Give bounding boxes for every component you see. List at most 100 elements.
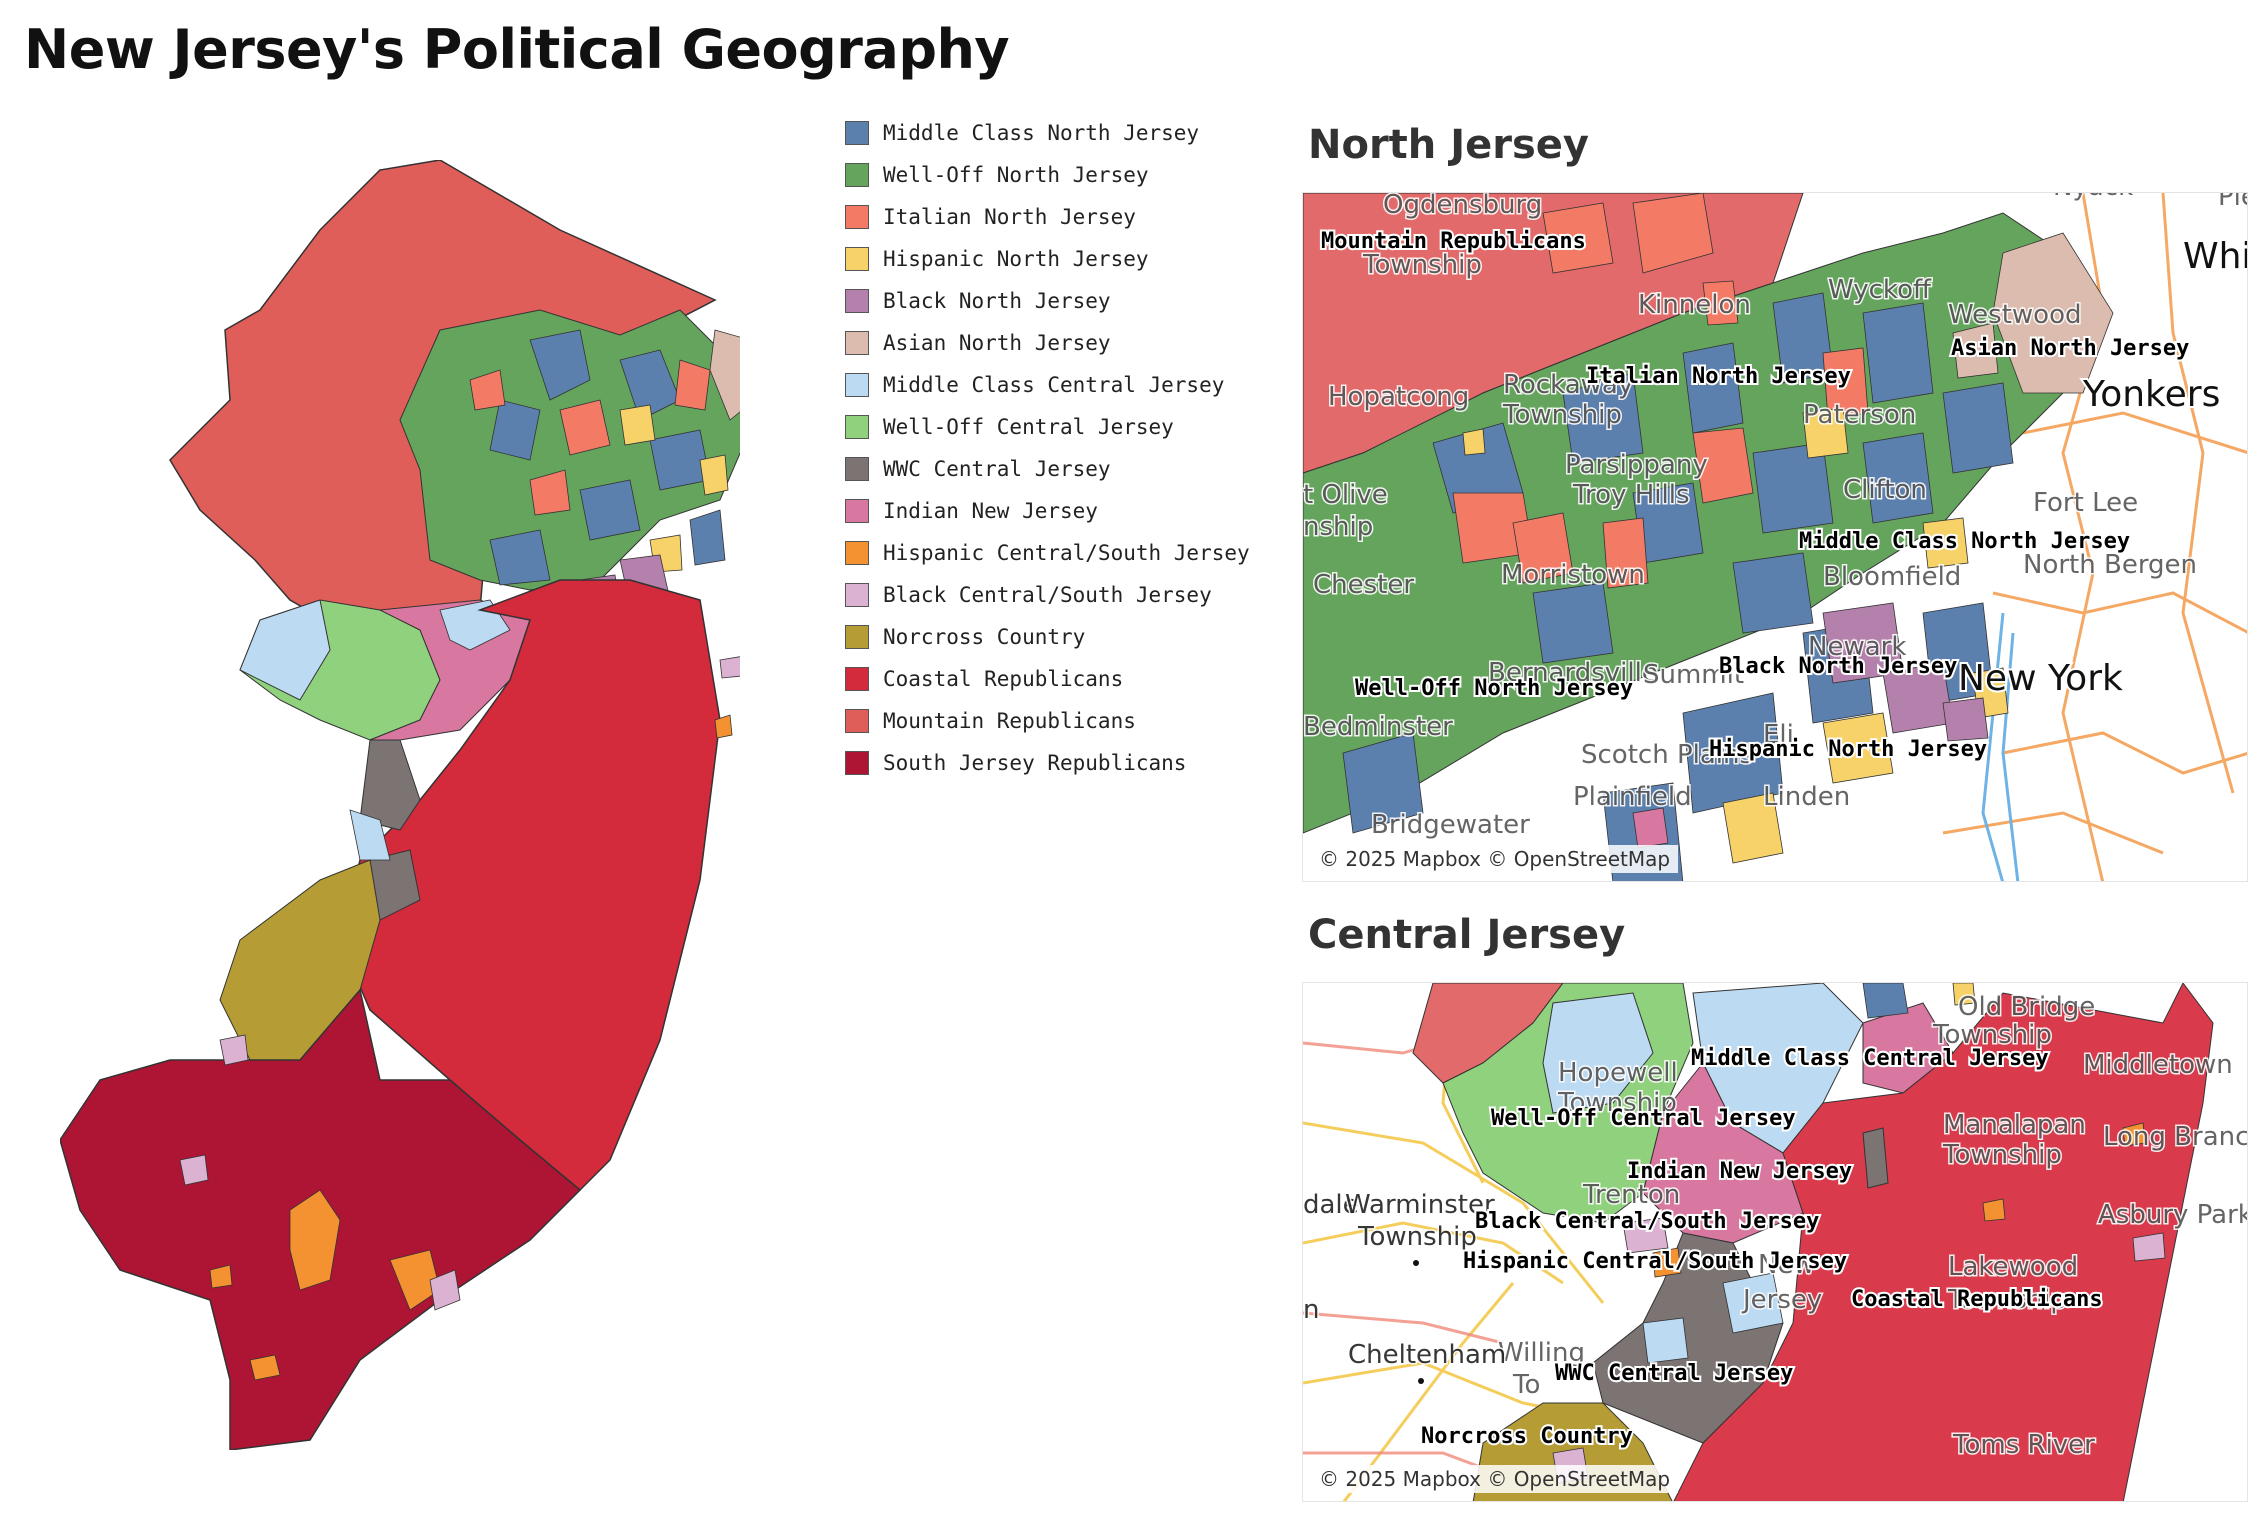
place-north-bergen: North Bergen bbox=[2023, 550, 2197, 580]
place-olive: t Olive bbox=[1303, 480, 1388, 510]
place-manalapan-township: Township bbox=[1942, 1140, 2062, 1170]
city-yonkers: Yonkers bbox=[2082, 374, 2220, 415]
central-mosaic bbox=[1552, 983, 2166, 1484]
label-hispanic-north-jersey: Hispanic North Jersey bbox=[1709, 737, 1987, 762]
place-clifton: Clifton bbox=[1843, 475, 1927, 505]
legend-label: Middle Class Central Jersey bbox=[883, 373, 1225, 397]
place-morristown: Morristown bbox=[1501, 560, 1645, 590]
central-coastal-republicans[interactable] bbox=[1673, 983, 2214, 1502]
label-asian-north-jersey: Asian North Jersey bbox=[1951, 336, 2189, 361]
label-indian-new-jersey: Indian New Jersey bbox=[1627, 1159, 1852, 1184]
legend-item[interactable]: Hispanic Central/South Jersey bbox=[845, 532, 1285, 574]
place-long-branch: Long Branch bbox=[2103, 1122, 2248, 1152]
place-bloomfield: Bloomfield bbox=[1823, 562, 1961, 592]
road-network bbox=[1942, 193, 2247, 881]
region-wwc-central-jersey[interactable] bbox=[359, 739, 421, 831]
legend-item[interactable]: Asian North Jersey bbox=[845, 322, 1285, 364]
place-bernardsville: Bernardsville bbox=[1488, 658, 1658, 688]
place-westwood: Westwood bbox=[1948, 300, 2082, 330]
legend-label: Well-Off Central Jersey bbox=[883, 415, 1174, 439]
place-hopatcong: Hopatcong bbox=[1328, 382, 1469, 412]
legend-swatch bbox=[845, 163, 869, 187]
region-middle-class-central-jersey[interactable] bbox=[239, 599, 331, 701]
place-kinnelon: Kinnelon bbox=[1638, 290, 1751, 320]
legend-label: Norcross Country bbox=[883, 625, 1086, 649]
legend-label: Black North Jersey bbox=[883, 289, 1111, 313]
legend-item[interactable]: Middle Class Central Jersey bbox=[845, 364, 1285, 406]
legend-label: Indian New Jersey bbox=[883, 499, 1098, 523]
label-middle-class-north-jersey: Middle Class North Jersey bbox=[1799, 529, 2130, 554]
legend-item[interactable]: Italian North Jersey bbox=[845, 196, 1285, 238]
city-whi: Whi bbox=[2183, 236, 2248, 277]
legend-label: Mountain Republicans bbox=[883, 709, 1136, 733]
label-well-off-north-jersey: Well-Off North Jersey bbox=[1355, 676, 1633, 701]
place-newark: Newark bbox=[1808, 632, 1906, 662]
place-old-bridge: Old Bridge bbox=[1958, 992, 2095, 1022]
place-paterson: Paterson bbox=[1803, 400, 1916, 430]
place-rockaway: Rockaway bbox=[1503, 370, 1633, 400]
city-new-york: New York bbox=[1958, 658, 2123, 699]
central-middle-class[interactable] bbox=[1542, 992, 1654, 1114]
legend-item[interactable]: WWC Central Jersey bbox=[845, 448, 1285, 490]
legend-swatch bbox=[845, 373, 869, 397]
north-map-attribution[interactable]: © 2025 Mapbox © OpenStreetMap bbox=[1311, 845, 1679, 873]
central-map-attribution[interactable]: © 2025 Mapbox © OpenStreetMap bbox=[1311, 1465, 1679, 1493]
legend-item[interactable]: Norcross Country bbox=[845, 616, 1285, 658]
place-plea: Plea bbox=[2218, 193, 2248, 212]
legend-label: Black Central/South Jersey bbox=[883, 583, 1212, 607]
place-linden: Linden bbox=[1763, 782, 1850, 812]
place-elizabeth: Eli bbox=[1763, 720, 1794, 750]
new-jersey-map[interactable] bbox=[60, 160, 740, 1450]
legend-item[interactable]: Black Central/South Jersey bbox=[845, 574, 1285, 616]
legend-item[interactable]: Coastal Republicans bbox=[845, 658, 1285, 700]
legend-item[interactable]: Hispanic North Jersey bbox=[845, 238, 1285, 280]
place-ogdensburg: Ogdensburg bbox=[1383, 193, 1542, 220]
place-manalapan: Manalapan bbox=[1943, 1110, 2086, 1140]
legend-label: Coastal Republicans bbox=[883, 667, 1124, 691]
label-norcross-country: Norcross Country bbox=[1421, 1424, 1633, 1449]
place-toms-river: Toms River bbox=[1952, 1430, 2095, 1460]
place-rockaway-township: Township bbox=[1502, 400, 1622, 430]
city-cheltenham: Cheltenham bbox=[1348, 1340, 1506, 1370]
north-jersey-mosaic bbox=[469, 329, 740, 616]
legend-swatch bbox=[845, 415, 869, 439]
city-warminster: Warminster bbox=[1345, 1190, 1495, 1220]
legend-swatch bbox=[845, 667, 869, 691]
legend-item[interactable]: Middle Class North Jersey bbox=[845, 112, 1285, 154]
legend-swatch bbox=[845, 751, 869, 775]
legend-item[interactable]: Well-Off Central Jersey bbox=[845, 406, 1285, 448]
legend-swatch bbox=[845, 709, 869, 733]
legend-item[interactable]: South Jersey Republicans bbox=[845, 742, 1285, 784]
place-scotch-plains: Scotch Plains bbox=[1581, 740, 1753, 770]
place-bridgewater: Bridgewater bbox=[1371, 810, 1530, 840]
legend-label: Middle Class North Jersey bbox=[883, 121, 1200, 145]
place-willing-township: To bbox=[1512, 1370, 1540, 1400]
legend-item[interactable]: Black North Jersey bbox=[845, 280, 1285, 322]
place-bedminster: Bedminster bbox=[1303, 712, 1453, 742]
central-wwc-2 bbox=[1862, 1127, 1889, 1189]
label-black-north-jersey: Black North Jersey bbox=[1719, 654, 1957, 679]
label-wwc-central-jersey: WWC Central Jersey bbox=[1555, 1361, 1793, 1386]
legend-swatch bbox=[845, 247, 869, 271]
place-new-jersey-1: New bbox=[1758, 1250, 1815, 1280]
city-warminster-township: Township bbox=[1357, 1222, 1477, 1252]
legend-item[interactable]: Indian New Jersey bbox=[845, 490, 1285, 532]
legend-swatch bbox=[845, 121, 869, 145]
place-asbury-park: Asbury Park bbox=[2098, 1200, 2248, 1230]
place-willing: Willing bbox=[1498, 1338, 1585, 1368]
place-hopewell-township: Township bbox=[1557, 1088, 1677, 1118]
south-mosaic bbox=[179, 656, 740, 1381]
central-jersey-inset-map[interactable]: Old Bridge Township Hopewell Township Mi… bbox=[1302, 982, 2248, 1502]
place-township: Township bbox=[1362, 250, 1482, 280]
central-jersey-map-svg[interactable]: Old Bridge Township Hopewell Township Mi… bbox=[1303, 983, 2248, 1502]
label-middle-class-central-jersey: Middle Class Central Jersey bbox=[1691, 1046, 2049, 1071]
legend-label: Hispanic North Jersey bbox=[883, 247, 1149, 271]
label-well-off-central-jersey: Well-Off Central Jersey bbox=[1491, 1106, 1796, 1131]
place-parsippany: Parsippany bbox=[1565, 450, 1708, 480]
legend-item[interactable]: Well-Off North Jersey bbox=[845, 154, 1285, 196]
central-jersey-title: Central Jersey bbox=[1308, 912, 1626, 958]
north-jersey-map-svg[interactable]: Ogdensburg Township Kinnelon Wyckoff Wes… bbox=[1303, 193, 2248, 882]
north-jersey-inset-map[interactable]: Ogdensburg Township Kinnelon Wyckoff Wes… bbox=[1302, 192, 2248, 882]
city-dot-cheltenham bbox=[1418, 1378, 1424, 1384]
legend-item[interactable]: Mountain Republicans bbox=[845, 700, 1285, 742]
